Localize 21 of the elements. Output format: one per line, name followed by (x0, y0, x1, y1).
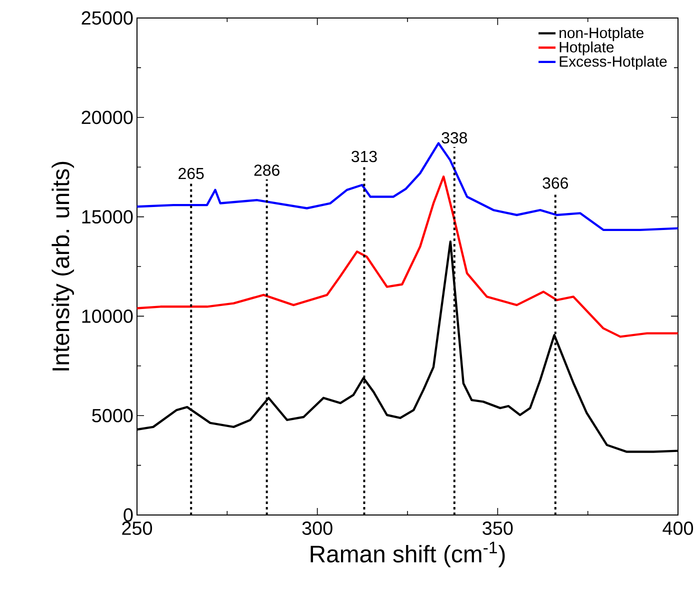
legend-label: non-Hotplate (560, 27, 644, 42)
y-tick-label: 15000 (82, 210, 133, 224)
ref-line-label: 338 (442, 132, 467, 144)
y-tick-label: 0 (124, 508, 133, 522)
legend-label: Excess-Hotplate (560, 56, 667, 70)
y-tick-label: 25000 (82, 11, 133, 25)
ref-line-label: 313 (352, 150, 377, 162)
ref-line-label: 286 (254, 164, 280, 176)
y-tick-label: 5000 (92, 408, 133, 422)
ref-line-label: 265 (178, 168, 204, 180)
x-tick-label: 300 (302, 522, 332, 535)
x-tick-label: 400 (662, 522, 694, 535)
ref-line-label: 366 (542, 177, 568, 189)
legend-label: Hotplate (560, 41, 614, 56)
y-tick-label: 20000 (82, 110, 133, 124)
x-tick-label: 350 (482, 522, 513, 535)
y-tick-label: 10000 (82, 309, 133, 323)
y-axis-title: Intensity (arb. units) (52, 162, 74, 370)
x-axis-title: Raman shift (cm$^{-1}$) (310, 542, 505, 568)
line-series (137, 142, 678, 232)
x-tick-label: 250 (122, 522, 152, 535)
